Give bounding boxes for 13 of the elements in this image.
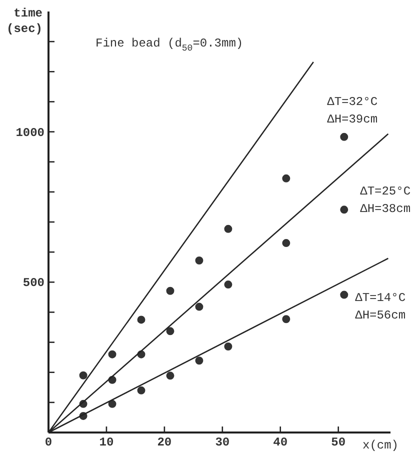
series-label: ΔT=32°C ΔH=39cm bbox=[327, 94, 378, 126]
x-tick-label: 50 bbox=[331, 436, 346, 450]
y-tick-label: 500 bbox=[22, 276, 45, 290]
x-tick-label: 30 bbox=[215, 436, 230, 450]
x-tick-label: 20 bbox=[157, 436, 172, 450]
y-tick-label: 1000 bbox=[16, 126, 45, 140]
x-tick-label: 10 bbox=[99, 436, 114, 450]
x-tick-label: 40 bbox=[273, 436, 288, 450]
x-axis-title: x(cm) bbox=[362, 438, 399, 452]
series-label: ΔT=25°C ΔH=38cm bbox=[360, 184, 411, 216]
series-label: ΔT=14°C ΔH=56cm bbox=[355, 290, 406, 322]
y-axis-title: time (sec) bbox=[6, 6, 43, 36]
x-tick-label: 0 bbox=[44, 436, 52, 450]
